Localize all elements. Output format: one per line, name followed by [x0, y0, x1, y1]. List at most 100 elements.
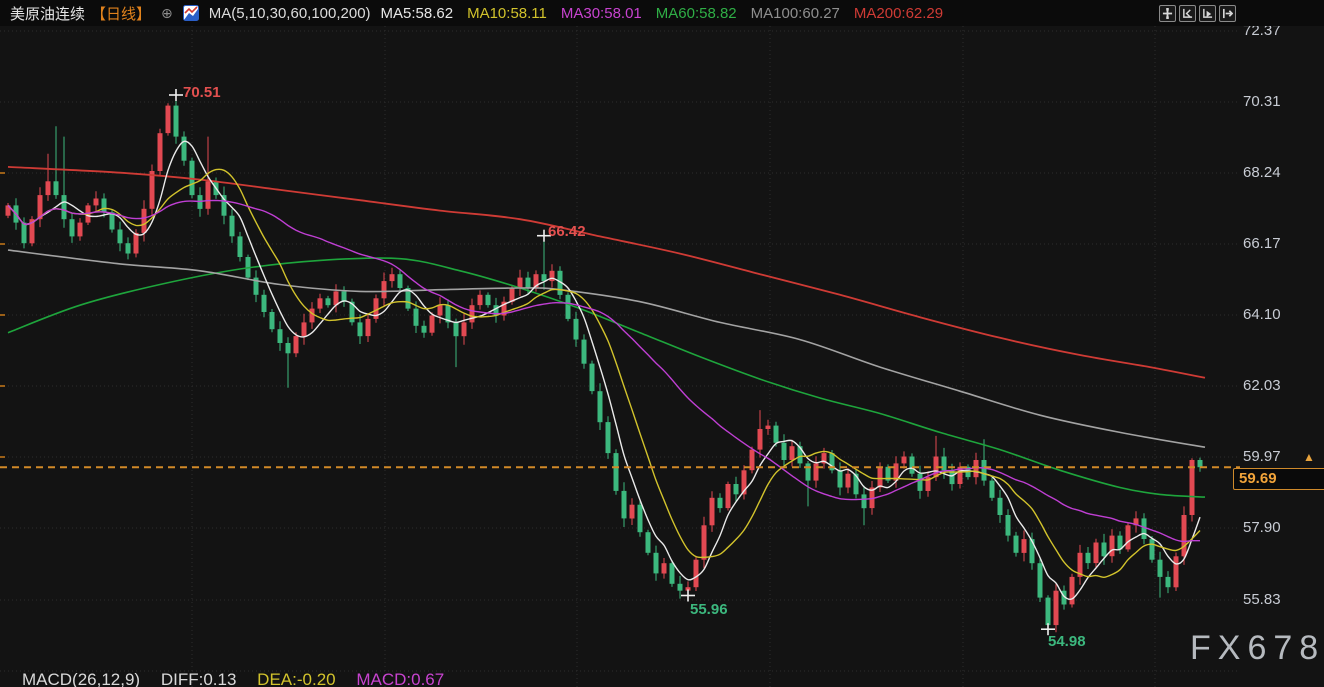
candle-body	[765, 425, 771, 429]
axis-price-label: 72.37	[1243, 22, 1281, 39]
candle-body	[1101, 542, 1107, 557]
candle-body	[125, 243, 131, 254]
macd-title: MACD(26,12,9)	[22, 670, 141, 687]
candle-body	[917, 473, 923, 491]
candle-body	[317, 298, 323, 309]
candle-body	[445, 305, 451, 323]
candle-body	[525, 277, 531, 288]
candle-body	[749, 449, 755, 471]
candle-body	[565, 294, 571, 319]
axis-price-label: 57.90	[1243, 519, 1281, 536]
macd-dea-value: DEA:-0.20	[257, 670, 336, 687]
candle-body	[597, 391, 603, 423]
candle-body	[653, 552, 659, 574]
candle-body	[1077, 552, 1083, 577]
extreme-price-label: 55.96	[690, 601, 728, 618]
candle-body	[589, 363, 595, 392]
candle-body	[733, 484, 739, 495]
candle-body	[253, 277, 259, 295]
candle-body	[1165, 576, 1171, 588]
candle-body	[725, 484, 731, 509]
candle-body	[341, 291, 347, 302]
candle-body	[293, 336, 299, 354]
candle-body	[813, 463, 819, 481]
candle-body	[1085, 552, 1091, 564]
candle-body	[1125, 525, 1131, 550]
candle-body	[869, 487, 875, 509]
candle-body	[1173, 556, 1179, 588]
candle-body	[837, 470, 843, 488]
candle-body	[117, 229, 123, 244]
candle-body	[285, 343, 291, 354]
candle-body	[77, 222, 83, 237]
candle-body	[853, 473, 859, 495]
period-label[interactable]: 【日线】	[91, 5, 152, 23]
candle-body	[909, 456, 915, 474]
ma-legend-item: MA60:58.82	[655, 4, 737, 22]
macd-macd-value: MACD:0.67	[356, 670, 445, 687]
candle-body	[453, 322, 459, 337]
candle-body	[1197, 460, 1203, 468]
candle-body	[1053, 590, 1059, 626]
candle-body	[925, 477, 931, 491]
candle-body	[877, 466, 883, 488]
ma100-line	[7, 249, 1206, 448]
price-up-arrow-icon: ▲	[1303, 450, 1315, 464]
candle-body	[1189, 460, 1195, 515]
candle-body	[469, 305, 475, 323]
candle-body	[757, 429, 763, 450]
pan-right-icon[interactable]	[1219, 5, 1236, 22]
left-axis-tick	[0, 385, 5, 387]
candle-body	[645, 532, 651, 553]
candle-body	[573, 318, 579, 340]
candle-body	[53, 181, 59, 196]
candle-body	[485, 294, 491, 306]
ma-legend-item: MA200:62.29	[853, 4, 944, 22]
candle-body	[5, 205, 11, 216]
candle-body	[397, 274, 403, 288]
candle-body	[181, 136, 187, 161]
candle-body	[541, 274, 547, 282]
axis-zoom-left-icon[interactable]	[1179, 5, 1196, 22]
candle-body	[1045, 597, 1051, 626]
candle-body	[621, 490, 627, 519]
candle-body	[37, 195, 43, 220]
candle-body	[1117, 535, 1123, 550]
candle-body	[581, 339, 587, 364]
indicator-chart-icon[interactable]	[182, 5, 199, 21]
candle-body	[517, 277, 523, 288]
candle-body	[1037, 563, 1043, 598]
left-axis-tick	[0, 172, 5, 174]
ma200-line	[7, 166, 1206, 379]
extreme-price-label: 66.42	[548, 223, 586, 240]
ma-legend-item: MA10:58.11	[467, 4, 547, 22]
candle-body	[605, 422, 611, 454]
ma-legend-item: MA30:58.01	[560, 4, 642, 22]
candle-body	[93, 198, 99, 206]
candle-body	[61, 195, 67, 220]
candle-body	[861, 494, 867, 509]
left-axis-tick	[0, 314, 5, 316]
candle-body	[789, 446, 795, 460]
candle-body	[1157, 559, 1163, 577]
macd-diff-value: DIFF:0.13	[160, 670, 237, 687]
candle-body	[301, 322, 307, 337]
candle-body	[493, 305, 499, 316]
ma10-line	[7, 168, 1201, 578]
candle-body	[941, 456, 947, 471]
current-price-badge: 59.69	[1233, 468, 1324, 490]
candle-body	[461, 322, 467, 337]
candle-body	[773, 425, 779, 443]
candle-body	[1021, 539, 1027, 553]
candle-body	[973, 460, 979, 478]
circle-plus-icon[interactable]: ⊕	[161, 4, 173, 21]
ma5-line	[7, 140, 1201, 601]
ma30-line	[7, 199, 1201, 543]
candle-body	[1013, 535, 1019, 553]
candle-body	[709, 497, 715, 526]
crosshair-move-icon[interactable]	[1159, 5, 1176, 22]
header-bar: 美原油连续 【日线】 ⊕ MA(5,10,30,60,100,200) MA5:…	[0, 0, 1324, 26]
axis-play-icon[interactable]	[1199, 5, 1216, 22]
